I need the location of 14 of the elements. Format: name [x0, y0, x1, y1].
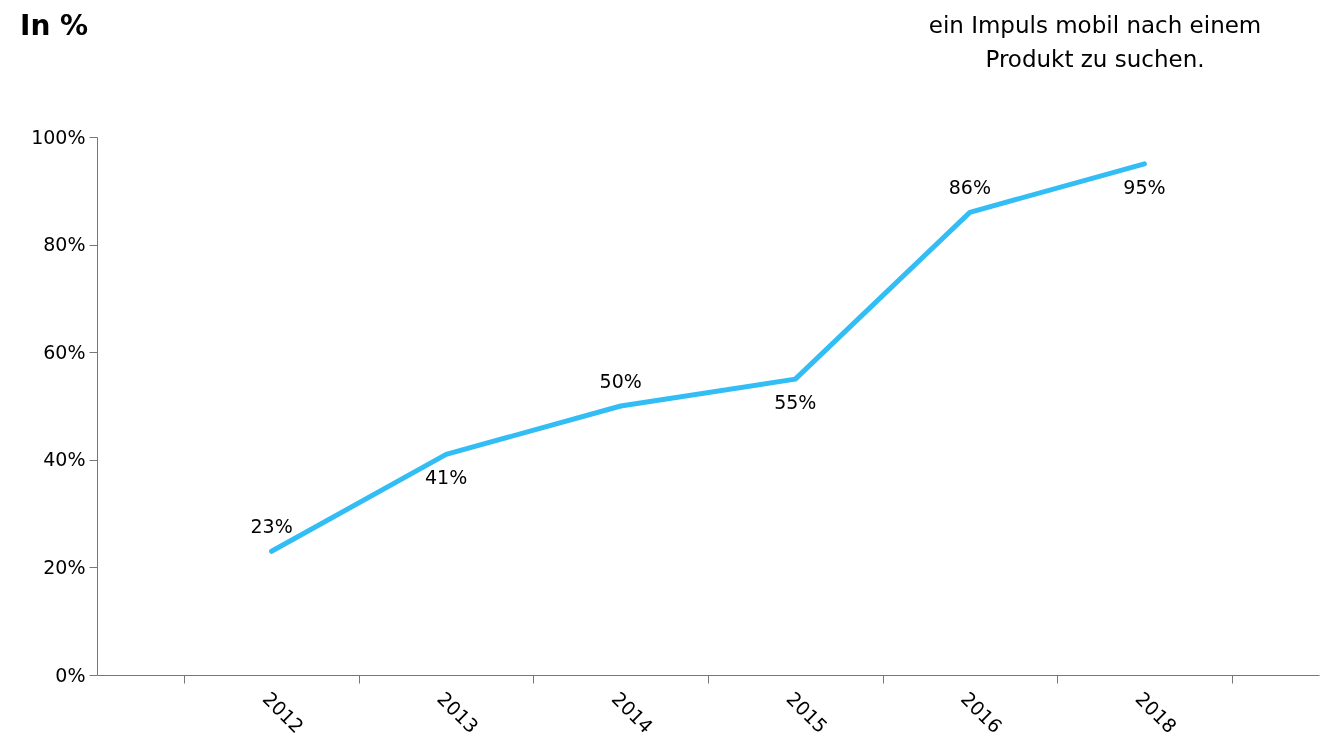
y-tick-label: 0%: [55, 663, 86, 686]
text: 23%: [250, 515, 293, 538]
chart-title: In %: [20, 9, 89, 42]
text: 50%: [599, 370, 642, 392]
text: 95%: [1123, 175, 1166, 198]
text: 41%: [425, 466, 468, 489]
text: 55%: [774, 391, 817, 414]
y-tick-label: 80%: [43, 233, 86, 256]
y-tick-label: 100%: [31, 125, 86, 148]
y-tick-label: 20%: [43, 555, 86, 578]
y-tick-label: 40%: [43, 448, 86, 471]
y-tick-label: 60%: [43, 340, 86, 363]
text: 86%: [948, 176, 991, 199]
text: ein Impuls mobil nach einem Produkt zu suchen.: [928, 12, 1262, 72]
